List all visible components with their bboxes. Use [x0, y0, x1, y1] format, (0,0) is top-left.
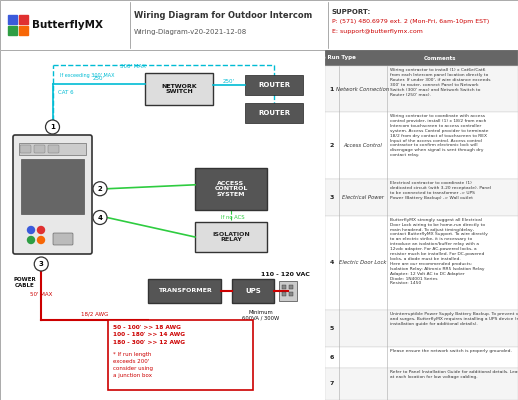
Bar [19, 26, 28, 35]
Text: If exceeding 300' MAX: If exceeding 300' MAX [61, 72, 115, 78]
Text: Electrical Power: Electrical Power [342, 195, 384, 200]
Circle shape [37, 226, 45, 234]
Text: ButterflyMX strongly suggest all Electrical
Door Lock wiring to be home-run dire: ButterflyMX strongly suggest all Electri… [390, 218, 488, 286]
Text: Network Connection: Network Connection [336, 86, 390, 92]
Text: 18/2 AWG: 18/2 AWG [81, 311, 108, 316]
Text: 250': 250' [223, 79, 235, 84]
Text: 3: 3 [330, 195, 334, 200]
Circle shape [34, 257, 48, 271]
Bar [195, 168, 267, 210]
Bar [21, 159, 84, 214]
Text: 50' MAX: 50' MAX [30, 292, 52, 297]
Bar [279, 281, 297, 301]
Bar [282, 292, 286, 296]
Text: ROUTER: ROUTER [258, 82, 290, 88]
Text: ACCESS
CONTROL
SYSTEM: ACCESS CONTROL SYSTEM [214, 181, 248, 197]
Text: 4: 4 [330, 260, 334, 266]
Circle shape [93, 210, 107, 224]
Text: UPS: UPS [245, 288, 261, 294]
Bar [325, 368, 518, 400]
Text: Wire Run Type: Wire Run Type [311, 56, 355, 60]
Bar [325, 50, 518, 66]
Bar [289, 292, 293, 296]
Bar [8, 26, 17, 35]
Text: Wiring Diagram for Outdoor Intercom: Wiring Diagram for Outdoor Intercom [134, 12, 312, 20]
Text: Wiring contractor to install (1) x Cat6e/Cat6
from each Intercom panel location : Wiring contractor to install (1) x Cat6e… [390, 68, 491, 96]
Text: If no ACS: If no ACS [221, 215, 245, 220]
Bar [325, 216, 518, 310]
Text: Wiring contractor to coordinate with access
control provider, install (1) x 18/2: Wiring contractor to coordinate with acc… [390, 114, 488, 157]
Bar [195, 222, 267, 252]
Text: 50 - 100' >> 18 AWG
100 - 180' >> 14 AWG
180 - 300' >> 12 AWG: 50 - 100' >> 18 AWG 100 - 180' >> 14 AWG… [113, 325, 185, 345]
Text: 300' MAX: 300' MAX [120, 64, 146, 69]
Text: Electrical contractor to coordinate (1)
dedicated circuit (with 3-20 receptacle): Electrical contractor to coordinate (1) … [390, 181, 491, 200]
Text: 110 - 120 VAC: 110 - 120 VAC [261, 272, 309, 276]
Bar [232, 279, 274, 303]
Text: Uninterruptible Power Supply Battery Backup. To prevent voltage drops
and surges: Uninterruptible Power Supply Battery Bac… [390, 312, 518, 326]
Text: ROUTER: ROUTER [258, 110, 290, 116]
Text: Comments: Comments [424, 56, 456, 60]
Text: ISOLATION
RELAY: ISOLATION RELAY [212, 232, 250, 242]
Text: 2: 2 [330, 143, 334, 148]
Text: SUPPORT:: SUPPORT: [332, 9, 371, 15]
Text: NETWORK
SWITCH: NETWORK SWITCH [161, 84, 197, 94]
Text: 250': 250' [93, 76, 105, 81]
Bar [19, 143, 86, 155]
Circle shape [27, 236, 35, 244]
Text: E: support@butterflymx.com: E: support@butterflymx.com [332, 30, 423, 34]
Circle shape [46, 120, 60, 134]
Text: 6: 6 [330, 355, 334, 360]
Bar [325, 347, 518, 368]
Circle shape [27, 226, 35, 234]
Text: 7: 7 [330, 381, 334, 386]
Bar [145, 73, 213, 105]
Text: 4: 4 [97, 214, 103, 220]
Bar [245, 103, 303, 123]
Text: 3: 3 [39, 261, 44, 267]
Text: * If run length
exceeds 200'
consider using
a junction box: * If run length exceeds 200' consider us… [113, 352, 153, 378]
Text: 5: 5 [330, 326, 334, 331]
Bar [325, 112, 518, 179]
Text: Please ensure the network switch is properly grounded.: Please ensure the network switch is prop… [390, 349, 512, 353]
Bar [245, 75, 303, 95]
Text: ButterflyMX: ButterflyMX [32, 20, 103, 30]
Circle shape [37, 236, 45, 244]
FancyBboxPatch shape [53, 233, 73, 245]
Text: Refer to Panel Installation Guide for additional details. Leave 6' service loop
: Refer to Panel Installation Guide for ad… [390, 370, 518, 379]
Text: POWER
CABLE: POWER CABLE [13, 277, 36, 288]
Text: TRANSFORMER: TRANSFORMER [157, 288, 211, 294]
Circle shape [93, 182, 107, 196]
Bar [282, 285, 286, 289]
Bar [325, 66, 518, 112]
Bar [8, 15, 17, 24]
FancyBboxPatch shape [48, 145, 59, 153]
FancyBboxPatch shape [20, 145, 31, 153]
Bar [289, 285, 293, 289]
Text: 1: 1 [50, 124, 55, 130]
Text: P: (571) 480.6979 ext. 2 (Mon-Fri, 6am-10pm EST): P: (571) 480.6979 ext. 2 (Mon-Fri, 6am-1… [332, 20, 489, 24]
Text: Access Control: Access Control [343, 143, 382, 148]
Bar [325, 179, 518, 216]
Text: Minimum
600VA / 300W: Minimum 600VA / 300W [242, 310, 280, 321]
Text: 2: 2 [97, 186, 103, 192]
Bar [108, 320, 253, 390]
Text: CAT 6: CAT 6 [57, 90, 73, 96]
Text: Electric Door Lock: Electric Door Lock [339, 260, 387, 266]
Bar [325, 310, 518, 347]
Bar [148, 279, 221, 303]
Text: Wiring-Diagram-v20-2021-12-08: Wiring-Diagram-v20-2021-12-08 [134, 29, 247, 35]
FancyBboxPatch shape [34, 145, 45, 153]
Bar [19, 15, 28, 24]
FancyBboxPatch shape [13, 135, 92, 254]
Text: 1: 1 [330, 86, 334, 92]
